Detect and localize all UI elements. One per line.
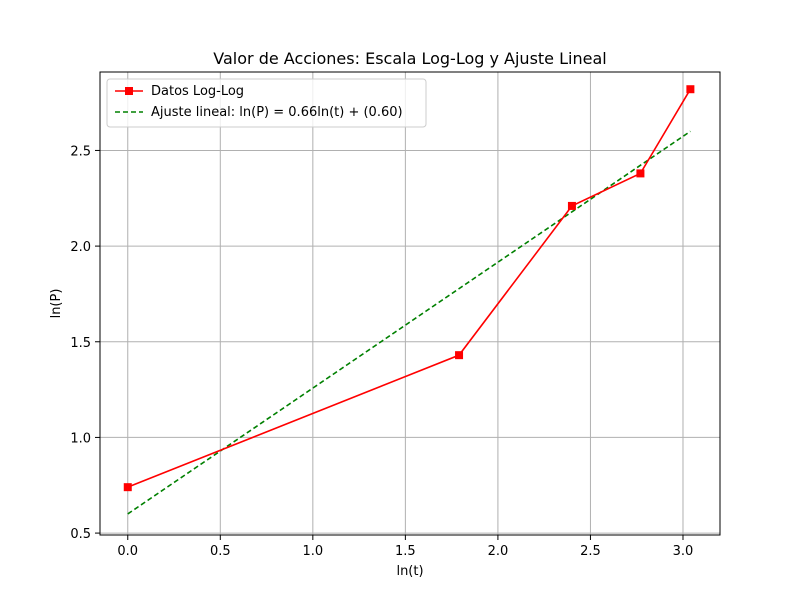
legend-label-datos: Datos Log-Log [151,84,244,99]
y-tick-label: 2.0 [70,240,91,255]
data-point-marker [636,169,645,178]
y-tick-label: 2.5 [70,144,91,159]
x-tick-label: 1.0 [302,544,323,559]
axis-ticks: 0.0 0.5 1.0 1.5 2.0 2.5 3.0 0.5 1.0 1.5 2.0 2.5 [70,144,693,559]
x-tick-label: 2.5 [580,544,601,559]
data-point-marker [567,201,576,210]
legend: Datos Log-Log Ajuste lineal: ln(P) = 0.6… [106,78,427,128]
data-point-marker [123,483,132,492]
data-point-marker [455,351,464,360]
plot-series [123,85,695,515]
y-tick-label: 1.0 [70,431,91,446]
x-axis-label: ln(t) [396,564,423,579]
y-tick-label: 0.5 [70,527,91,542]
x-tick-label: 0.0 [117,544,138,559]
grid [100,72,720,535]
legend-label-ajuste: Ajuste lineal: ln(P) = 0.66ln(t) + (0.60… [151,105,403,120]
chart-title: Valor de Acciones: Escala Log-Log y Ajus… [213,49,606,68]
plot-frame [99,71,721,536]
y-tick-label: 1.5 [70,336,91,351]
x-tick-label: 1.5 [395,544,416,559]
x-tick-label: 0.5 [210,544,231,559]
x-tick-label: 3.0 [673,544,694,559]
y-axis-label: ln(P) [49,289,64,319]
legend-box [106,78,427,128]
legend-marker-datos [125,87,133,95]
x-tick-label: 2.0 [488,544,509,559]
data-point-marker [686,85,695,94]
